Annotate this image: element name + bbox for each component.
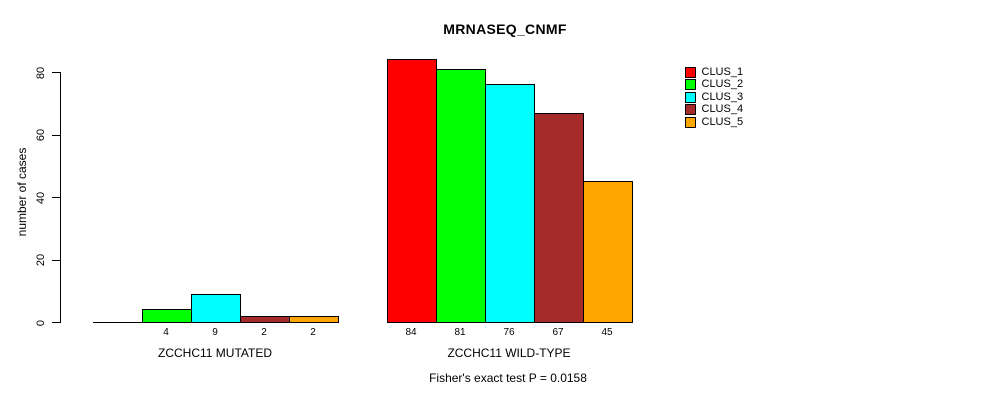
bar-value-label: 4 bbox=[163, 326, 169, 338]
y-axis-tick bbox=[51, 322, 60, 323]
legend-swatch-clus_2 bbox=[684, 79, 696, 90]
bar-value-label: 2 bbox=[261, 326, 267, 338]
bar-value-label: 81 bbox=[454, 326, 466, 338]
bar-clus_2-mutated bbox=[141, 309, 192, 323]
legend-label-clus_4: CLUS_4 bbox=[701, 103, 744, 115]
bar-clus_1-wildtype bbox=[386, 59, 437, 323]
bar-clus_3-wildtype bbox=[484, 84, 535, 323]
x-group-label: ZCCHC11 MUTATED bbox=[158, 346, 272, 360]
bar-clus_5-wildtype bbox=[582, 181, 633, 323]
bar-value-label: 9 bbox=[212, 326, 218, 338]
y-axis-tick bbox=[51, 259, 60, 261]
legend-swatch-clus_4 bbox=[684, 104, 696, 115]
bar-clus_2-wildtype bbox=[435, 69, 486, 323]
y-tick-label: 60 bbox=[35, 128, 47, 142]
chart-title: MRNASEQ_CNMF bbox=[443, 21, 567, 37]
y-tick-label: 40 bbox=[35, 191, 47, 204]
legend-swatch-clus_1 bbox=[684, 66, 696, 78]
y-axis-title: number of cases bbox=[15, 147, 29, 237]
bar-value-label: 76 bbox=[503, 326, 515, 338]
legend-label-clus_1: CLUS_1 bbox=[701, 65, 744, 78]
legend-swatch-clus_3 bbox=[684, 91, 696, 103]
y-tick-label: 20 bbox=[35, 253, 47, 267]
y-axis-tick bbox=[51, 134, 60, 136]
legend-label-clus_2: CLUS_2 bbox=[701, 78, 744, 90]
bar-value-label: 67 bbox=[552, 326, 564, 338]
y-axis-tick bbox=[51, 72, 60, 73]
annotation-pvalue: Fisher's exact test P = 0.0158 bbox=[429, 371, 587, 385]
bar-clus_4-wildtype bbox=[533, 113, 584, 323]
y-tick-label: 0 bbox=[35, 319, 47, 326]
bar-value-label: 84 bbox=[405, 326, 417, 338]
x-group-label: ZCCHC11 WILD-TYPE bbox=[447, 346, 571, 360]
legend-label-clus_5: CLUS_5 bbox=[701, 115, 744, 128]
y-axis-tick bbox=[51, 197, 60, 198]
bar-value-label: 2 bbox=[310, 326, 316, 338]
y-axis-line bbox=[59, 72, 61, 323]
legend-swatch-clus_5 bbox=[684, 116, 696, 128]
legend-label-clus_3: CLUS_3 bbox=[701, 90, 744, 103]
bar-clus_4-mutated bbox=[239, 316, 290, 323]
y-tick-label: 80 bbox=[35, 66, 47, 79]
bar-clus_3-mutated bbox=[190, 294, 241, 323]
bar-clus_5-mutated bbox=[288, 316, 339, 323]
bar-value-label: 45 bbox=[601, 326, 613, 338]
